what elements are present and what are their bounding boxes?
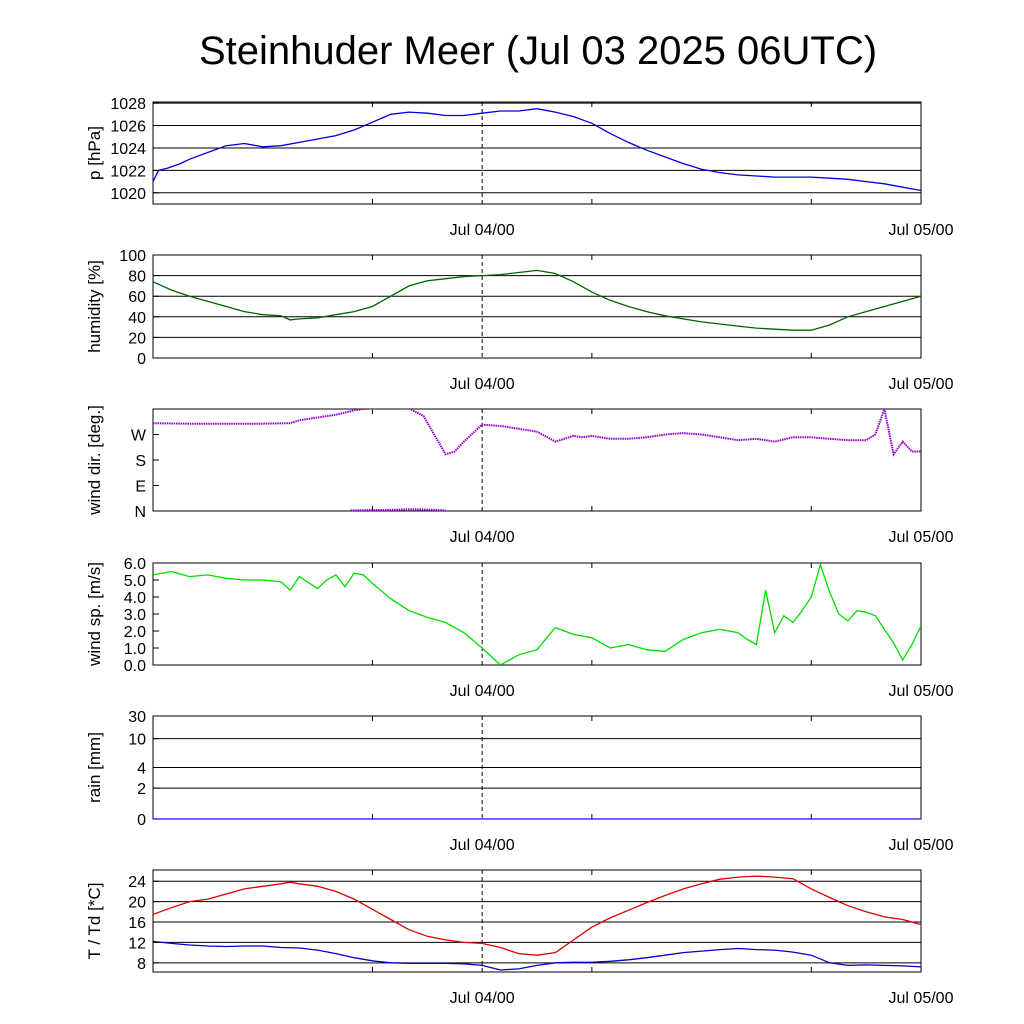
- chart-title: Steinhuder Meer (Jul 03 2025 06UTC): [199, 29, 877, 73]
- y-tick-label: 16: [128, 915, 146, 932]
- panel-1: 0 20 40 60 80 100 humidity [%] Jul 04/00 Jul 05/…: [85, 248, 954, 393]
- x-tick-label: Jul 04/00: [450, 376, 515, 393]
- y-tick-label: 20: [128, 330, 146, 347]
- y-tick-label: 1.0: [124, 641, 146, 658]
- data-series-line: [153, 563, 921, 665]
- data-series-line: [153, 875, 921, 956]
- y-axis-label: humidity [%]: [85, 260, 104, 353]
- y-tick-label: 12: [128, 935, 146, 952]
- y-tick-label: 24: [128, 874, 146, 891]
- x-tick-label: Jul 04/00: [450, 529, 515, 546]
- x-tick-label: Jul 04/00: [450, 990, 515, 1007]
- panel-frame: [152, 869, 922, 973]
- y-axis-label: T / Td [*C]: [85, 883, 104, 960]
- y-tick-label: 30: [128, 709, 146, 726]
- x-tick-label: Jul 05/00: [889, 376, 954, 393]
- y-tick-label: 0: [137, 351, 146, 368]
- y-tick-label: W: [131, 428, 147, 445]
- x-tick-label: Jul 05/00: [889, 683, 954, 700]
- series-1: [350, 508, 446, 511]
- y-axis-label: p [hPa]: [85, 126, 104, 180]
- panel-frame: [152, 254, 922, 359]
- data-series-line: [153, 269, 921, 331]
- y-tick-label: 4.0: [124, 590, 146, 607]
- y-tick-label: E: [135, 479, 146, 496]
- y-tick-label: 20: [128, 895, 146, 912]
- y-tick-label: 40: [128, 310, 146, 327]
- panel-4: 0 2 4 10 30 rain [mm] Jul 04/00 Jul 05/00: [85, 709, 954, 854]
- panel-3: 0.01.02.03.04.05.06.0 wind sp. [m/s] Jul 0…: [85, 556, 954, 700]
- y-tick-label: 0.0: [124, 658, 146, 675]
- y-tick-label: 0: [137, 812, 146, 829]
- y-axis-label: wind sp. [m/s]: [85, 562, 104, 667]
- y-tick-label: 5.0: [124, 573, 146, 590]
- y-tick-label: 60: [128, 289, 146, 306]
- data-series-line: [153, 940, 921, 971]
- y-tick-label: 100: [119, 248, 146, 265]
- x-tick-label: Jul 04/00: [450, 837, 515, 854]
- y-tick-label: 80: [128, 269, 146, 286]
- y-tick-label: N: [134, 504, 146, 521]
- series-0: [153, 409, 921, 457]
- y-tick-label: 3.0: [124, 607, 146, 624]
- x-tick-label: Jul 05/00: [889, 990, 954, 1007]
- y-tick-label: 4: [137, 761, 146, 778]
- y-axis-label: rain [mm]: [85, 732, 104, 803]
- panel-frame: [152, 101, 922, 205]
- x-tick-label: Jul 05/00: [889, 222, 954, 239]
- y-tick-label: 10: [128, 732, 146, 749]
- y-tick-label: 2: [137, 781, 146, 798]
- panel-0: 1020 1022 1024 1026 1028 p [hPa] Jul 04/00 Jul …: [85, 96, 954, 239]
- y-tick-label: 1028: [110, 96, 146, 113]
- data-series-line: [350, 508, 446, 511]
- x-tick-label: Jul 05/00: [889, 837, 954, 854]
- y-tick-label: 2.0: [124, 624, 146, 641]
- y-tick-label: 6.0: [124, 556, 146, 573]
- y-tick-label: S: [135, 453, 146, 470]
- y-tick-label: 1024: [110, 141, 146, 158]
- y-tick-label: 8: [137, 956, 146, 973]
- y-axis-label: wind dir. [deg.]: [85, 405, 104, 516]
- x-tick-label: Jul 04/00: [450, 222, 515, 239]
- data-series-line: [153, 108, 921, 192]
- y-tick-label: 1020: [110, 186, 146, 203]
- data-series-line: [153, 409, 921, 457]
- x-tick-label: Jul 05/00: [889, 529, 954, 546]
- y-tick-label: 1022: [110, 163, 146, 180]
- y-tick-label: 1026: [110, 119, 146, 136]
- panel-5: 8 12 16 20 24 T / Td [*C] Jul 04/00 Jul 05/00: [85, 869, 954, 1007]
- x-tick-label: Jul 04/00: [450, 683, 515, 700]
